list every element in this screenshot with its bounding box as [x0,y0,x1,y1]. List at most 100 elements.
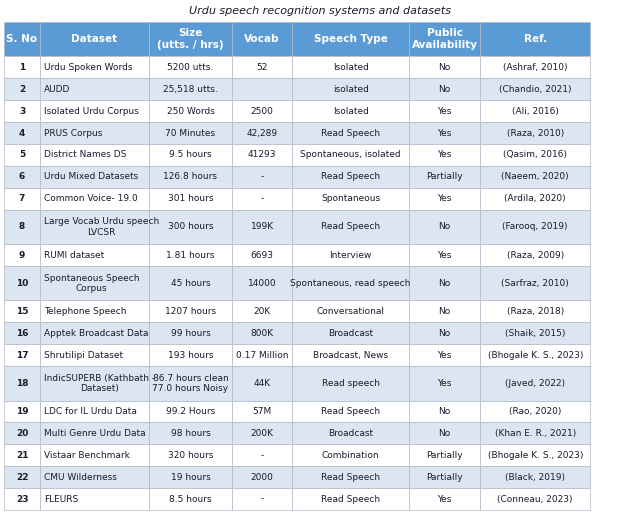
Bar [232,488,292,510]
Text: Ref.: Ref. [524,34,547,44]
Text: Speech Type: Speech Type [314,34,388,44]
Text: 99 hours: 99 hours [171,329,211,338]
Bar [232,210,292,244]
Text: 126.8 hours: 126.8 hours [163,172,218,181]
Bar [232,122,292,144]
Text: IndicSUPERB (Kathbath -
Dataset): IndicSUPERB (Kathbath - Dataset) [44,374,155,393]
Text: 200K: 200K [251,429,274,438]
Bar [148,466,232,488]
Bar [292,22,409,57]
Bar [480,210,591,244]
Text: 8: 8 [19,223,25,231]
Text: Read Speech: Read Speech [321,473,380,482]
Bar [292,166,409,188]
Text: (Chandio, 2021): (Chandio, 2021) [499,85,572,94]
Text: 22: 22 [16,473,28,482]
Bar [4,166,40,188]
Text: Urdu Spoken Words: Urdu Spoken Words [44,63,132,72]
Bar [40,400,148,423]
Text: Urdu Mixed Datasets: Urdu Mixed Datasets [44,172,138,181]
Bar [148,400,232,423]
Bar [148,78,232,100]
Bar [4,301,40,322]
Bar [409,445,480,466]
Bar [148,366,232,400]
Text: (Conneau, 2023): (Conneau, 2023) [497,494,573,504]
Bar [148,188,232,210]
Bar [480,266,591,301]
Text: 70 Minutes: 70 Minutes [165,128,216,138]
Text: (Ashraf, 2010): (Ashraf, 2010) [503,63,568,72]
Text: Yes: Yes [437,151,452,159]
Text: 2500: 2500 [251,107,274,116]
Text: Broadcast: Broadcast [328,329,373,338]
Text: Shrutilipi Dataset: Shrutilipi Dataset [44,351,123,360]
Text: (Raza, 2009): (Raza, 2009) [507,250,564,260]
Text: No: No [438,63,451,72]
Bar [148,144,232,166]
Bar [4,144,40,166]
Text: No: No [438,407,451,416]
Bar [480,301,591,322]
Bar [232,423,292,445]
Bar [4,400,40,423]
Text: 44K: 44K [253,379,271,388]
Bar [232,244,292,266]
Text: Read Speech: Read Speech [321,128,380,138]
Text: Vistaar Benchmark: Vistaar Benchmark [44,451,130,460]
Bar [292,78,409,100]
Text: Isolated Urdu Corpus: Isolated Urdu Corpus [44,107,139,116]
Bar [148,166,232,188]
Text: 86.7 hours clean
77.0 hours Noisy: 86.7 hours clean 77.0 hours Noisy [152,374,228,393]
Bar [480,322,591,344]
Bar [480,244,591,266]
Bar [148,445,232,466]
Text: Apptek Broadcast Data: Apptek Broadcast Data [44,329,148,338]
Text: 250 Words: 250 Words [166,107,214,116]
Text: Read Speech: Read Speech [321,172,380,181]
Text: (Black, 2019): (Black, 2019) [505,473,565,482]
Text: 10: 10 [16,279,28,288]
Bar [232,301,292,322]
Bar [4,445,40,466]
Bar [480,22,591,57]
Bar [4,322,40,344]
Bar [40,366,148,400]
Bar [232,266,292,301]
Text: 45 hours: 45 hours [171,279,211,288]
Bar [40,488,148,510]
Bar [292,188,409,210]
Bar [4,244,40,266]
Text: (Qasim, 2016): (Qasim, 2016) [503,151,567,159]
Bar [4,488,40,510]
Bar [480,144,591,166]
Bar [232,100,292,122]
Bar [292,322,409,344]
Text: 52: 52 [257,63,268,72]
Bar [232,466,292,488]
Bar [292,100,409,122]
Text: Yes: Yes [437,107,452,116]
Bar [409,22,480,57]
Bar [232,78,292,100]
Bar [409,78,480,100]
Text: Broadcast: Broadcast [328,429,373,438]
Text: Spontaneous: Spontaneous [321,194,380,203]
Text: No: No [438,329,451,338]
Text: No: No [438,307,451,316]
Text: (Sarfraz, 2010): (Sarfraz, 2010) [501,279,569,288]
Bar [409,122,480,144]
Bar [292,144,409,166]
Text: 21: 21 [16,451,28,460]
Bar [40,322,148,344]
Bar [40,188,148,210]
Text: 15: 15 [16,307,28,316]
Bar [148,423,232,445]
Text: Large Vocab Urdu speech
LVCSR: Large Vocab Urdu speech LVCSR [44,217,159,236]
Text: (Raza, 2010): (Raza, 2010) [507,128,564,138]
Bar [148,22,232,57]
Text: 8.5 hours: 8.5 hours [169,494,212,504]
Bar [40,344,148,366]
Bar [480,122,591,144]
Bar [148,122,232,144]
